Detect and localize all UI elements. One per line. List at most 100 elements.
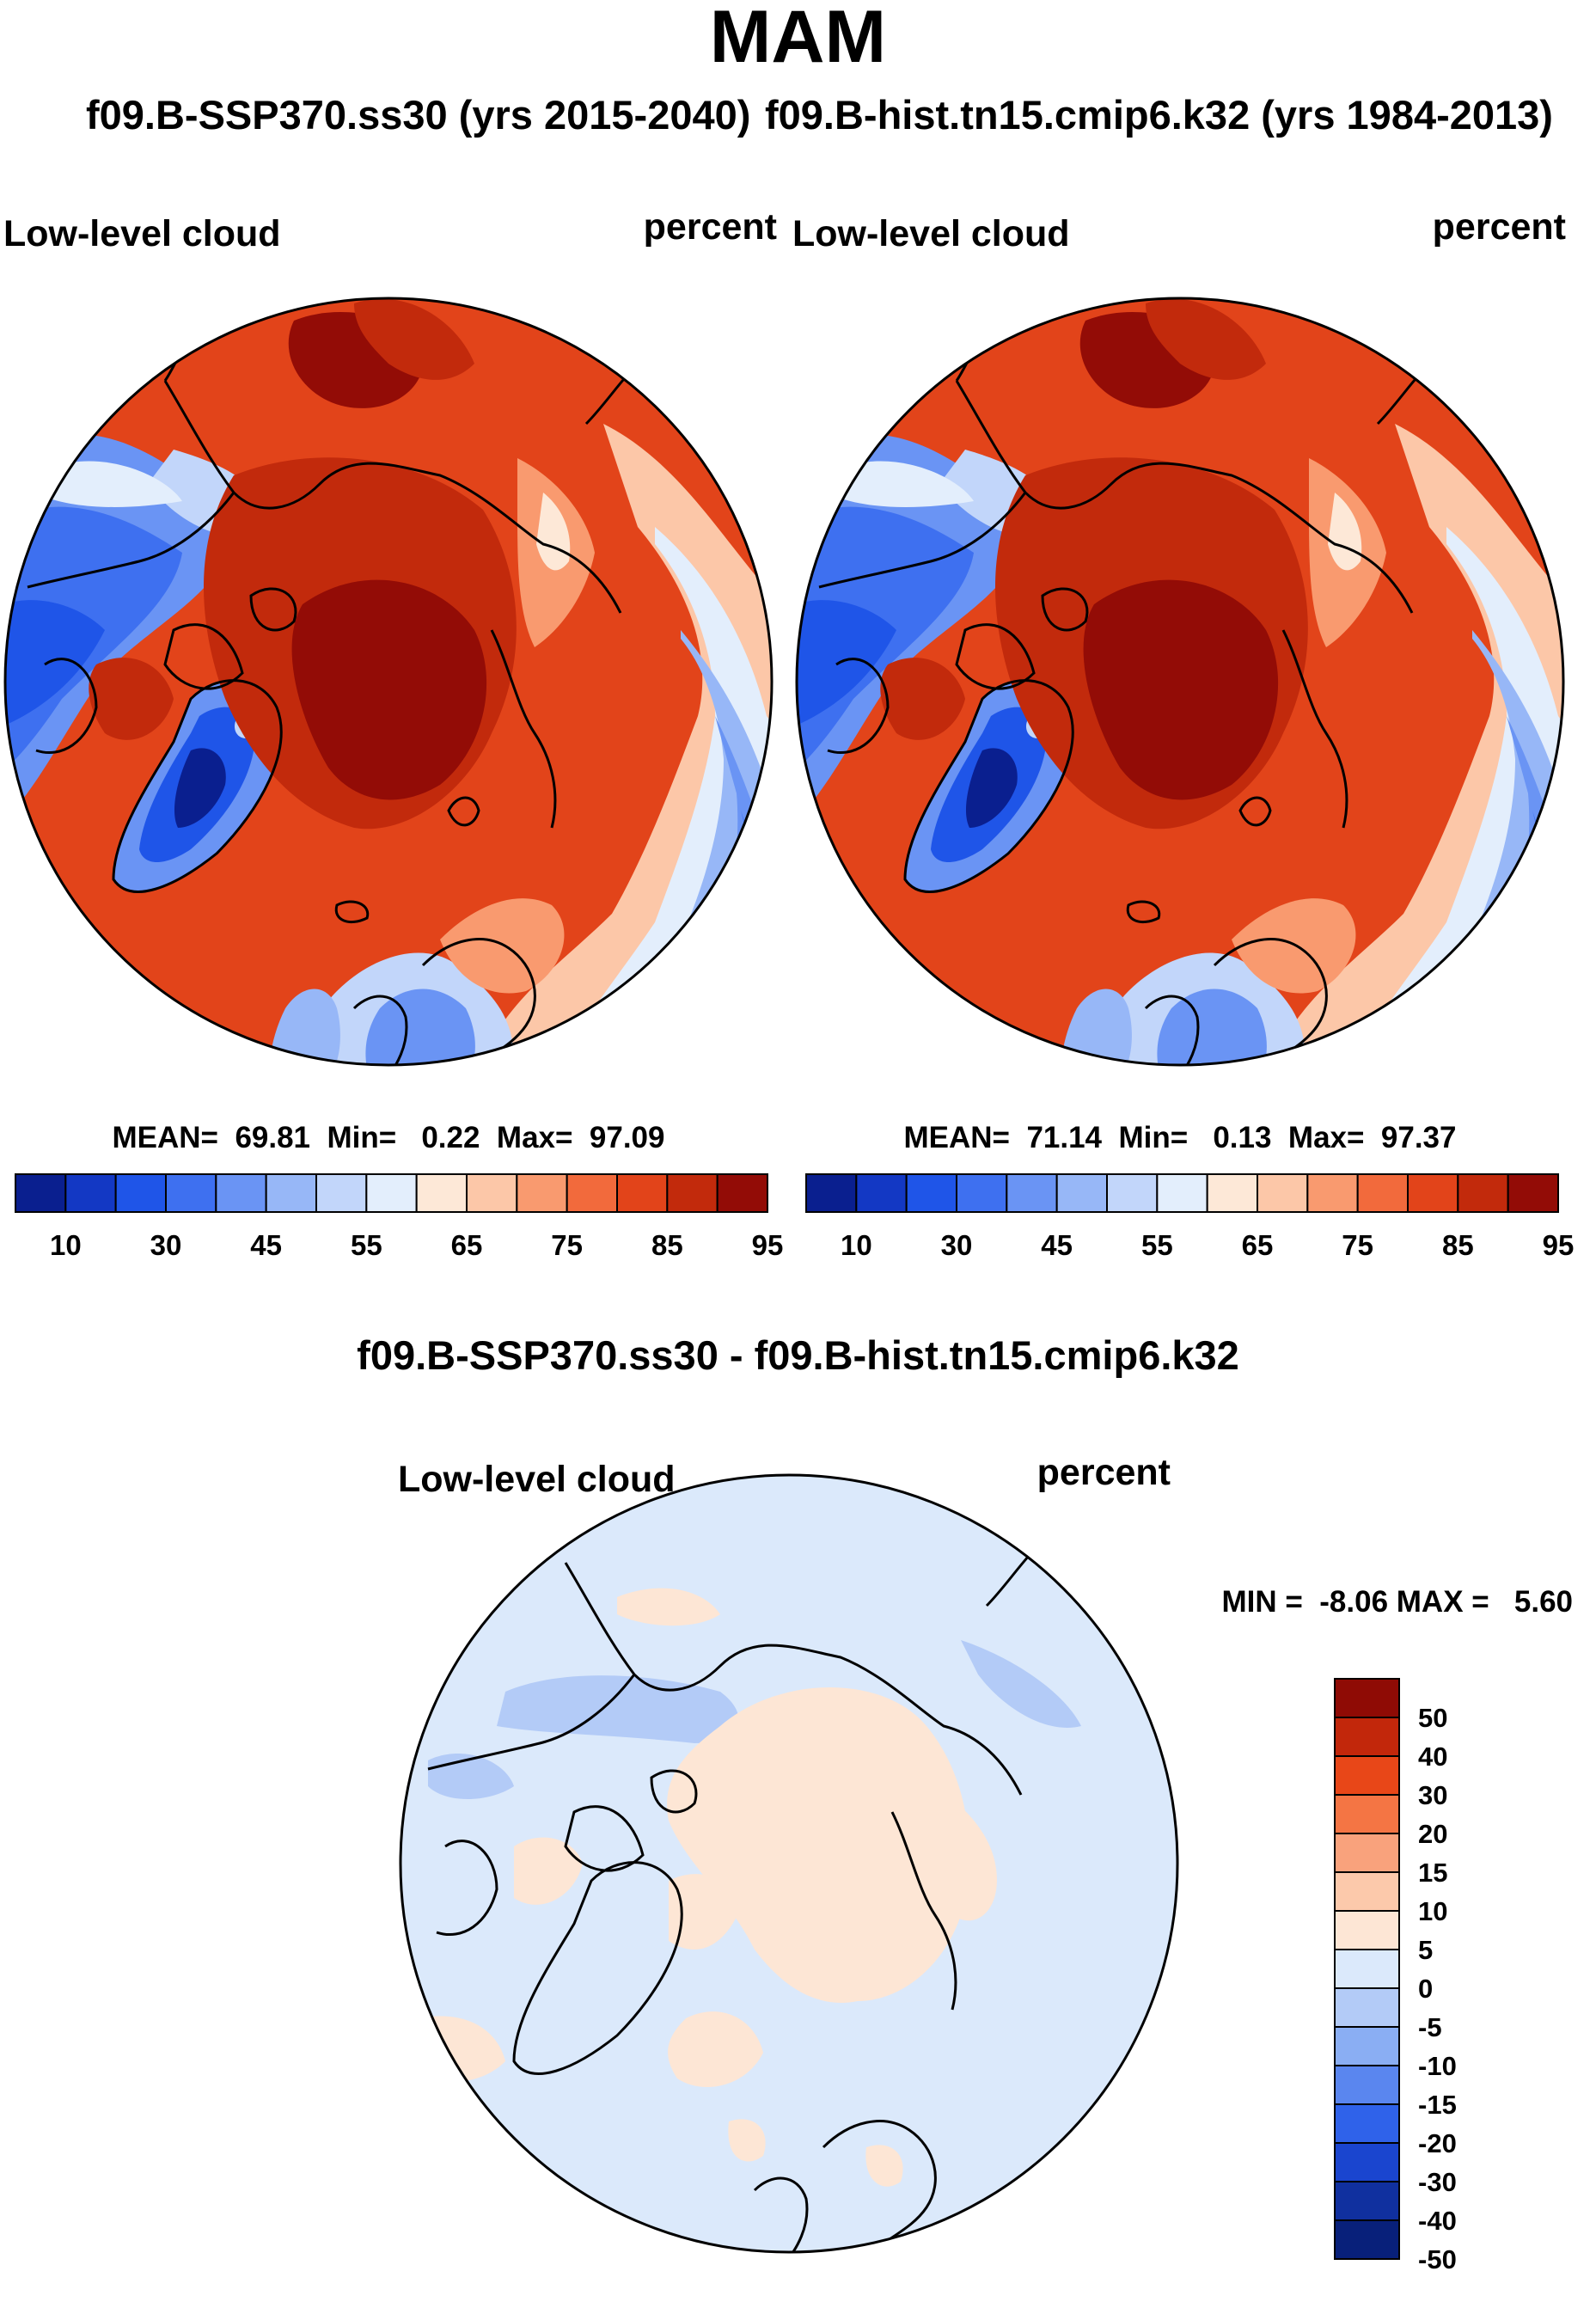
cbar-a-swatch xyxy=(265,1173,317,1213)
panel-a-map xyxy=(5,298,772,1065)
cbar-b-swatch xyxy=(905,1173,957,1213)
cbar-b-swatch xyxy=(1055,1173,1108,1213)
cbar-a-swatch xyxy=(365,1173,418,1213)
cbar-a-tick-label: 55 xyxy=(351,1229,382,1261)
cbar-b-swatch xyxy=(1106,1173,1159,1213)
cbar-a-tick-label: 75 xyxy=(551,1229,583,1261)
diff-map-border xyxy=(399,1473,1179,2254)
diff-cbar-swatch xyxy=(1334,1949,1400,1989)
cbar-b-swatch xyxy=(1006,1173,1058,1213)
cbar-a-swatch xyxy=(466,1173,518,1213)
panel-diff: Low-level cloud percent MIN = -8.06 MAX … xyxy=(398,1452,1574,2274)
cbar-b-swatch xyxy=(1457,1173,1509,1213)
diff-cbar-tick-label: 0 xyxy=(1418,1974,1433,2004)
panel-b-map-border xyxy=(795,297,1565,1067)
run-a-title: f09.B-SSP370.ss30 (yrs 2015-2040) xyxy=(86,92,751,138)
panel-b-variable: Low-level cloud xyxy=(792,213,1070,254)
cbar-b-swatch xyxy=(1407,1173,1459,1213)
cbar-a-tick-label: 30 xyxy=(150,1229,182,1261)
cbar-b-tick-label: 95 xyxy=(1543,1229,1575,1261)
cbar-b-tick-label: 65 xyxy=(1242,1229,1274,1261)
diff-cbar-swatch xyxy=(1334,1833,1400,1873)
cbar-a-swatch xyxy=(64,1173,117,1213)
cbar-b-swatch xyxy=(1507,1173,1559,1213)
diff-cbar-tick-label: 5 xyxy=(1418,1935,1433,1965)
cbar-b-tick-label: 30 xyxy=(941,1229,973,1261)
diff-cbar-tick-label: 50 xyxy=(1418,1703,1447,1733)
cbar-a-swatch xyxy=(666,1173,719,1213)
cbar-b-tick-label: 55 xyxy=(1141,1229,1173,1261)
panel-b-map xyxy=(797,298,1563,1065)
diff-variable: Low-level cloud xyxy=(398,1459,676,1500)
diff-cbar-swatch xyxy=(1334,2181,1400,2221)
cbar-b-swatch xyxy=(956,1173,1008,1213)
cbar-b-tick-label: 75 xyxy=(1342,1229,1373,1261)
diff-cbar-tick-label: 20 xyxy=(1418,1819,1447,1849)
cbar-a-swatch xyxy=(315,1173,368,1213)
diff-cbar-swatch xyxy=(1334,1910,1400,1950)
diff-cbar-swatch xyxy=(1334,2219,1400,2260)
diff-cbar-tick-label: -30 xyxy=(1418,2167,1457,2197)
diff-cbar-swatch xyxy=(1334,1678,1400,1718)
diff-cbar-swatch xyxy=(1334,2026,1400,2066)
figure-title: MAM xyxy=(709,0,887,78)
diff-cbar-swatch xyxy=(1334,1987,1400,2028)
diff-cbar-tick-label: -10 xyxy=(1418,2051,1457,2081)
diff-cbar-swatch xyxy=(1334,1871,1400,1912)
cbar-b-tick-label: 85 xyxy=(1442,1229,1474,1261)
panel-a-variable: Low-level cloud xyxy=(3,213,281,254)
diff-cbar-tick-label: 15 xyxy=(1418,1858,1447,1888)
cbar-a-swatch xyxy=(716,1173,769,1213)
diff-cbar-tick-label: 40 xyxy=(1418,1742,1447,1772)
diff-cbar-tick-label: 30 xyxy=(1418,1780,1447,1810)
difference-title: f09.B-SSP370.ss30 - f09.B-hist.tn15.cmip… xyxy=(357,1332,1239,1378)
diff-minmax: MIN = -8.06 MAX = 5.60 xyxy=(1222,1585,1574,1619)
panel-a-units: percent xyxy=(644,206,777,248)
diff-cbar-swatch xyxy=(1334,2103,1400,2144)
panel-a-colorbar: 10 30 45 55 65 75 85 95 xyxy=(15,1173,784,1261)
cbar-b-swatch xyxy=(1156,1173,1208,1213)
panel-a: Low-level cloud percent MEAN= 69.81 Min=… xyxy=(3,206,784,1261)
cbar-b-swatch xyxy=(855,1173,908,1213)
panel-b-units: percent xyxy=(1433,206,1566,248)
cbar-a-swatch xyxy=(215,1173,267,1213)
panel-b-colorbar: 10 30 45 55 65 75 85 95 xyxy=(805,1173,1575,1261)
cbar-b-swatch xyxy=(805,1173,858,1213)
cbar-a-swatch xyxy=(415,1173,468,1213)
run-b-title: f09.B-hist.tn15.cmip6.k32 (yrs 1984-2013… xyxy=(765,92,1553,138)
cbar-b-swatch xyxy=(1206,1173,1258,1213)
cbar-b-swatch xyxy=(1356,1173,1409,1213)
cbar-b-tick-label: 45 xyxy=(1041,1229,1073,1261)
cbar-a-swatch xyxy=(15,1173,67,1213)
cbar-b-swatch xyxy=(1257,1173,1309,1213)
cbar-a-tick-label: 45 xyxy=(250,1229,282,1261)
diff-cbar-tick-label: -50 xyxy=(1418,2244,1457,2274)
diff-cbar-tick-label: -5 xyxy=(1418,2012,1442,2042)
panel-a-map-border xyxy=(3,297,774,1067)
cbar-a-tick-label: 10 xyxy=(50,1229,82,1261)
diff-cbar-swatch xyxy=(1334,1794,1400,1834)
diff-cbar-swatch xyxy=(1334,1755,1400,1796)
diff-cbar-tick-label: -20 xyxy=(1418,2128,1457,2158)
cbar-a-swatch xyxy=(165,1173,217,1213)
cbar-a-swatch xyxy=(516,1173,568,1213)
cbar-a-tick-label: 85 xyxy=(651,1229,683,1261)
panel-b: Low-level cloud percent MEAN= 71.14 Min=… xyxy=(792,206,1575,1261)
cbar-a-tick-label: 95 xyxy=(752,1229,784,1261)
cbar-b-swatch xyxy=(1306,1173,1359,1213)
diff-cbar-swatch xyxy=(1334,2065,1400,2105)
diff-cbar-tick-label: -15 xyxy=(1418,2090,1457,2120)
diff-cbar-swatch xyxy=(1334,1717,1400,1757)
diff-cbar-swatch xyxy=(1334,2142,1400,2182)
panel-a-stats: MEAN= 69.81 Min= 0.22 Max= 97.09 xyxy=(113,1121,665,1154)
cbar-a-swatch xyxy=(566,1173,619,1213)
cbar-a-tick-label: 65 xyxy=(451,1229,483,1261)
diff-map xyxy=(401,1475,1177,2252)
cbar-a-swatch xyxy=(616,1173,669,1213)
diff-cbar-tick-label: -40 xyxy=(1418,2206,1457,2236)
panel-b-stats: MEAN= 71.14 Min= 0.13 Max= 97.37 xyxy=(904,1121,1457,1154)
diff-cbar-tick-label: 10 xyxy=(1418,1896,1447,1926)
cbar-b-tick-label: 10 xyxy=(841,1229,872,1261)
